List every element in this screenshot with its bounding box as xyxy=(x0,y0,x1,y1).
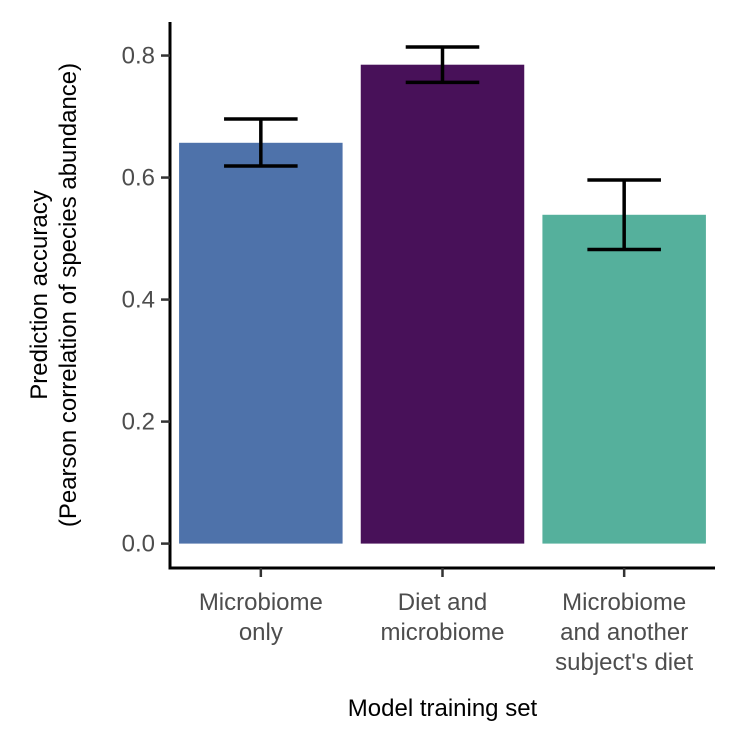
x-tick-label-line: Microbiome xyxy=(562,589,686,616)
y-axis-title: Prediction accuracy(Pearson correlation … xyxy=(26,63,82,527)
x-tick-label-line: Diet and xyxy=(398,589,487,616)
x-tick-label: Microbiome and another subject's diet xyxy=(555,589,693,676)
error-bar-1 xyxy=(224,117,298,168)
x-tick-label-line: Microbiome xyxy=(199,589,323,616)
y-axis-title-line: (Pearson correlation of species abundanc… xyxy=(55,63,82,527)
bar-2 xyxy=(360,64,525,544)
error-bar-3 xyxy=(587,178,661,252)
y-tick-label: 0.8 xyxy=(122,43,155,70)
y-tick-label: 0.6 xyxy=(122,165,155,192)
bar-1 xyxy=(179,142,343,544)
y-tick-label: 0.0 xyxy=(122,531,155,558)
error-bar-2 xyxy=(405,45,480,85)
y-axis-title-line: Prediction accuracy xyxy=(26,190,53,399)
x-tick-label-line: only xyxy=(239,619,283,646)
x-axis-title: Model training set xyxy=(348,695,538,722)
x-tick-label-line: microbiome xyxy=(380,619,504,646)
x-tick-label-line: subject's diet xyxy=(555,649,693,676)
x-tick-label: Microbiome only xyxy=(199,589,323,646)
y-tick-label: 0.4 xyxy=(122,287,155,314)
x-tick-label-line: and another xyxy=(560,619,688,646)
y-tick-label: 0.2 xyxy=(122,409,155,436)
x-tick-label: Diet and microbiome xyxy=(380,589,504,646)
bar-3 xyxy=(542,214,706,544)
